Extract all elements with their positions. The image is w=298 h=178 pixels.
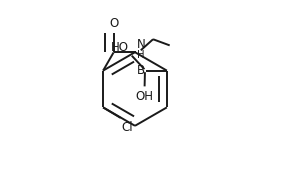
Text: O: O xyxy=(109,17,118,30)
Text: H: H xyxy=(137,50,145,60)
Text: N: N xyxy=(137,38,146,51)
Text: B: B xyxy=(137,64,145,77)
Text: Cl: Cl xyxy=(122,121,133,134)
Text: HO: HO xyxy=(111,41,129,54)
Text: OH: OH xyxy=(135,90,153,103)
